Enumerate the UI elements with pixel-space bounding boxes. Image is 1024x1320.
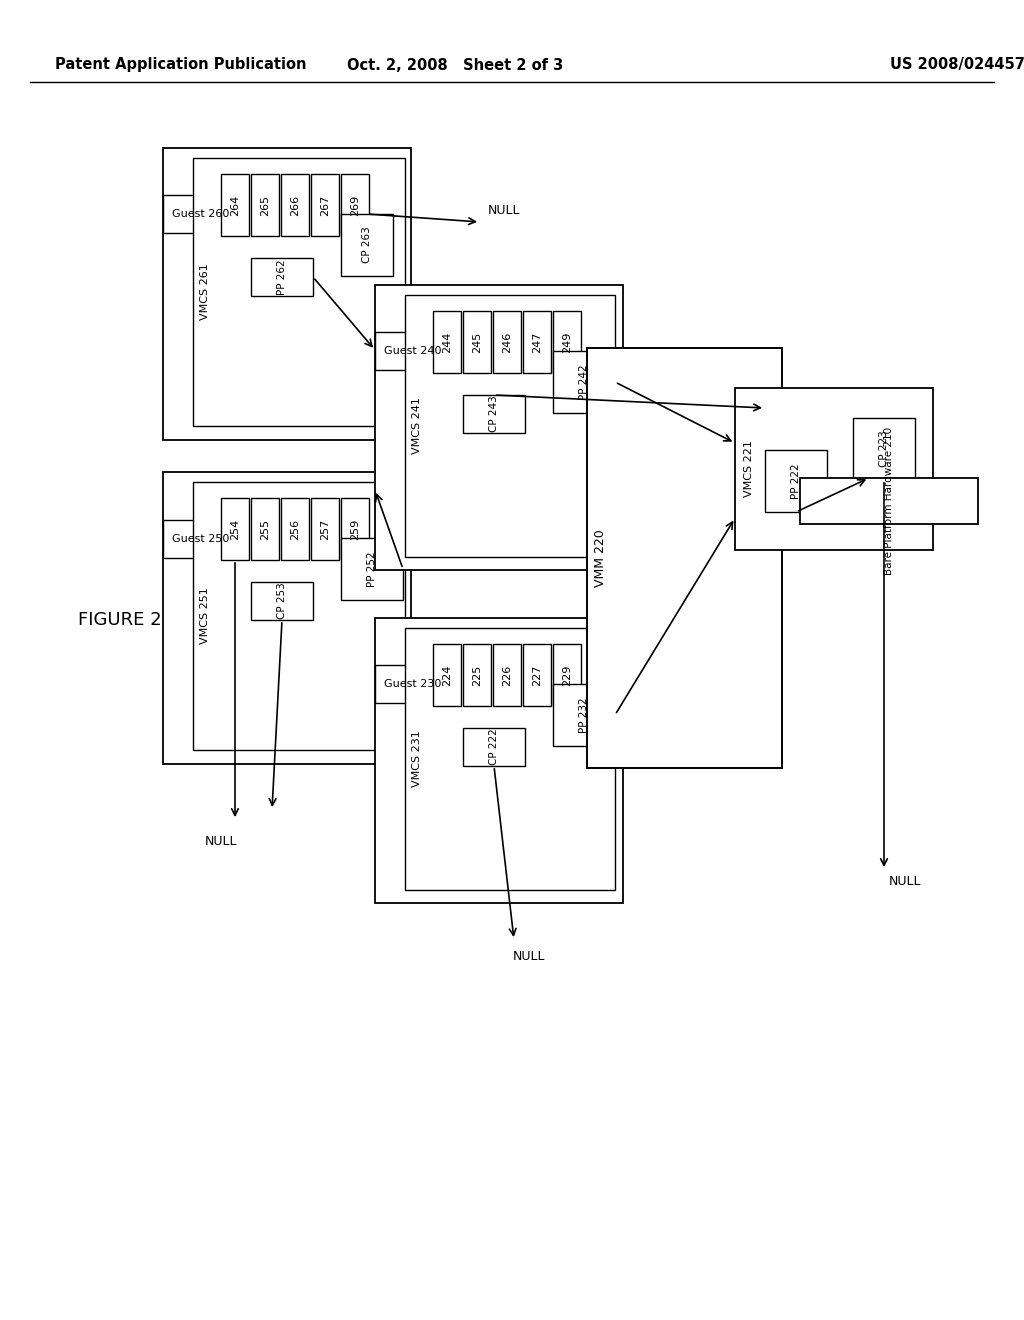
- Text: 264: 264: [230, 194, 240, 215]
- Bar: [463, 644, 490, 706]
- Text: FIGURE 2: FIGURE 2: [78, 611, 162, 630]
- Bar: [735, 388, 933, 550]
- Text: 226: 226: [502, 664, 512, 685]
- Text: CP 223: CP 223: [879, 430, 889, 467]
- Text: 254: 254: [230, 519, 240, 540]
- Bar: [853, 418, 915, 480]
- Bar: [375, 285, 623, 570]
- Text: 245: 245: [472, 331, 482, 352]
- Bar: [587, 348, 782, 768]
- Bar: [281, 174, 309, 236]
- Text: 269: 269: [350, 194, 360, 215]
- Bar: [553, 684, 615, 746]
- Bar: [493, 644, 521, 706]
- Bar: [553, 312, 581, 374]
- Text: Guest 240: Guest 240: [384, 346, 441, 356]
- Text: 267: 267: [319, 194, 330, 215]
- Bar: [523, 312, 551, 374]
- Text: PP 252: PP 252: [367, 552, 377, 587]
- Bar: [800, 478, 978, 524]
- Text: PP 232: PP 232: [579, 697, 589, 733]
- Bar: [406, 628, 615, 890]
- Bar: [433, 312, 461, 374]
- Text: Guest 260: Guest 260: [172, 209, 229, 219]
- Bar: [311, 174, 339, 236]
- Bar: [251, 257, 313, 296]
- Text: CP 253: CP 253: [278, 582, 287, 619]
- Bar: [221, 174, 249, 236]
- Text: Bare Platform Hardware 210: Bare Platform Hardware 210: [884, 426, 894, 576]
- Text: US 2008/0244571 A1: US 2008/0244571 A1: [890, 58, 1024, 73]
- Bar: [341, 539, 403, 601]
- Bar: [251, 498, 279, 560]
- Bar: [765, 450, 827, 512]
- Text: Guest 230: Guest 230: [384, 678, 441, 689]
- Bar: [523, 644, 551, 706]
- Text: NULL: NULL: [205, 836, 238, 847]
- Text: Guest 250: Guest 250: [172, 535, 229, 544]
- Text: PP 262: PP 262: [278, 259, 287, 294]
- Text: VMCS 231: VMCS 231: [412, 731, 422, 787]
- Text: 256: 256: [290, 519, 300, 540]
- Text: PP 222: PP 222: [791, 463, 801, 499]
- Bar: [463, 312, 490, 374]
- Bar: [311, 498, 339, 560]
- Bar: [341, 498, 369, 560]
- Text: NULL: NULL: [488, 203, 520, 216]
- Bar: [281, 498, 309, 560]
- Text: 266: 266: [290, 194, 300, 215]
- Text: 244: 244: [442, 331, 452, 352]
- Text: VMCS 241: VMCS 241: [412, 397, 422, 454]
- Text: 265: 265: [260, 194, 270, 215]
- Text: PP 242: PP 242: [579, 364, 589, 400]
- Text: 224: 224: [442, 664, 452, 685]
- Text: CP 243: CP 243: [489, 396, 499, 433]
- Text: 246: 246: [502, 331, 512, 352]
- Text: 259: 259: [350, 519, 360, 540]
- Text: Oct. 2, 2008   Sheet 2 of 3: Oct. 2, 2008 Sheet 2 of 3: [347, 58, 563, 73]
- Bar: [463, 729, 525, 766]
- Bar: [433, 644, 461, 706]
- Text: NULL: NULL: [889, 875, 922, 888]
- Bar: [193, 482, 406, 750]
- Text: VMCS 261: VMCS 261: [200, 264, 210, 321]
- Text: 247: 247: [532, 331, 542, 352]
- Bar: [463, 395, 525, 433]
- Bar: [163, 520, 238, 558]
- Bar: [163, 473, 411, 764]
- Bar: [251, 174, 279, 236]
- Bar: [251, 582, 313, 620]
- Text: 257: 257: [319, 519, 330, 540]
- Text: CP 222: CP 222: [489, 729, 499, 766]
- Bar: [375, 333, 450, 370]
- Text: VMCS 251: VMCS 251: [200, 587, 210, 644]
- Bar: [221, 498, 249, 560]
- Bar: [406, 294, 615, 557]
- Bar: [341, 174, 369, 236]
- Text: 255: 255: [260, 519, 270, 540]
- Bar: [375, 618, 623, 903]
- Text: 249: 249: [562, 331, 572, 352]
- Text: VMM 220: VMM 220: [595, 529, 607, 587]
- Bar: [553, 644, 581, 706]
- Text: VMCS 221: VMCS 221: [744, 441, 754, 498]
- Text: Patent Application Publication: Patent Application Publication: [55, 58, 306, 73]
- Text: NULL: NULL: [513, 950, 546, 964]
- Text: 225: 225: [472, 664, 482, 685]
- Text: 229: 229: [562, 664, 572, 685]
- Bar: [163, 195, 238, 234]
- Text: CP 263: CP 263: [362, 227, 372, 264]
- Bar: [375, 665, 450, 704]
- Bar: [553, 351, 615, 413]
- Bar: [341, 214, 393, 276]
- Bar: [493, 312, 521, 374]
- Bar: [193, 158, 406, 426]
- Text: 227: 227: [532, 664, 542, 685]
- Bar: [163, 148, 411, 440]
